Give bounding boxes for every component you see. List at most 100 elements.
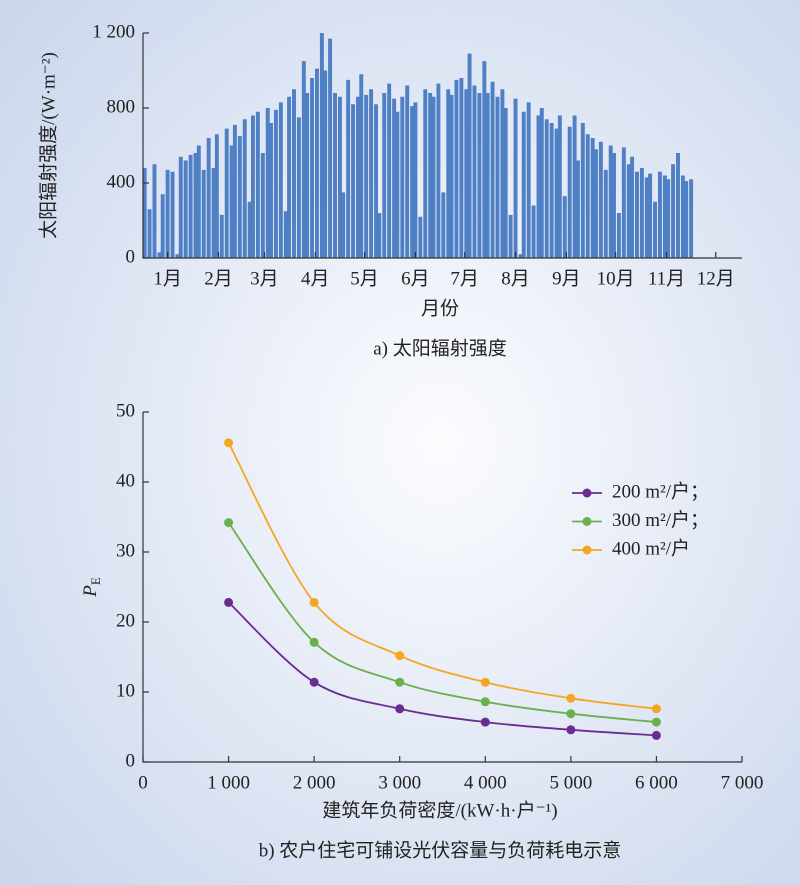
bar <box>521 111 526 258</box>
x-tick-label: 10月 <box>597 268 635 289</box>
x-tick-label: 12月 <box>697 268 735 289</box>
bar <box>684 181 689 258</box>
bar <box>598 141 603 258</box>
x-tick-label: 6月 <box>401 268 430 289</box>
bar <box>287 96 292 258</box>
series-line <box>227 522 657 723</box>
bar <box>333 93 337 258</box>
bar <box>237 136 242 258</box>
bar <box>449 94 454 258</box>
bar <box>157 252 162 258</box>
y-tick-label: 30 <box>116 540 135 561</box>
y-tick-label: 0 <box>126 750 136 771</box>
bar <box>680 175 685 258</box>
point <box>651 717 661 727</box>
bar <box>382 93 387 258</box>
x-tick-label: 4月 <box>301 268 330 289</box>
bar <box>644 177 649 258</box>
point <box>224 518 234 528</box>
bar <box>392 98 397 258</box>
bar <box>572 115 577 258</box>
bar <box>188 154 193 258</box>
bar <box>364 94 369 258</box>
bar <box>590 138 595 258</box>
x-tick-label: 5 000 <box>549 772 592 793</box>
x-axis-label: 月份 <box>421 297 459 319</box>
bar <box>341 192 346 258</box>
bar <box>518 254 523 258</box>
bar <box>229 145 234 258</box>
bar <box>374 104 378 258</box>
point <box>309 637 319 647</box>
bar <box>283 211 288 258</box>
y-axis-label: 太阳辐射强度/(W·m⁻²) <box>37 52 59 239</box>
bar <box>314 68 319 258</box>
bar <box>369 89 374 258</box>
x-axis-label: 建筑年负荷密度/(kW·h·户⁻¹) <box>322 799 557 821</box>
bar <box>689 179 694 258</box>
bar <box>662 175 667 258</box>
bar <box>575 160 580 258</box>
bar <box>616 213 621 258</box>
y-tick-label: 1 200 <box>92 21 135 42</box>
bar <box>603 169 608 258</box>
x-tick-label: 1月 <box>153 268 182 289</box>
bar <box>431 96 436 258</box>
bar <box>500 89 505 258</box>
bar <box>292 89 296 258</box>
y-axis-label-main: P <box>80 585 101 598</box>
bar <box>250 115 255 258</box>
point <box>566 693 576 703</box>
caption: a) 太阳辐射强度 <box>373 337 507 359</box>
x-tick-label: 0 <box>138 772 148 793</box>
bar <box>626 164 631 258</box>
bar <box>635 171 639 258</box>
x-tick-label: 1 000 <box>207 772 250 793</box>
point <box>651 704 661 714</box>
bar <box>580 123 585 258</box>
bar <box>648 173 653 258</box>
x-tick-label: 4 000 <box>464 772 507 793</box>
bar <box>536 115 541 258</box>
x-tick-label: 5月 <box>350 268 379 289</box>
point <box>395 704 405 714</box>
bar <box>170 171 175 258</box>
point <box>309 677 319 687</box>
bar <box>193 153 198 258</box>
bar <box>142 168 147 258</box>
bar <box>490 81 495 258</box>
bar <box>503 108 508 258</box>
point <box>480 717 490 727</box>
bar <box>323 70 328 258</box>
bar <box>464 89 469 258</box>
bar <box>428 93 433 258</box>
bar <box>482 61 487 258</box>
bar <box>567 126 572 258</box>
legend-label: 200 m²/户； <box>612 480 709 502</box>
bar <box>351 104 356 258</box>
bar <box>557 115 562 258</box>
caption: b) 农户住宅可铺设光伏容量与负荷耗电示意 <box>259 839 622 861</box>
x-tick-label: 7 000 <box>721 772 764 793</box>
bar <box>477 93 482 258</box>
bar <box>165 169 170 258</box>
point <box>224 438 234 448</box>
bar <box>413 102 418 258</box>
bar <box>526 102 531 258</box>
bar <box>359 74 364 258</box>
x-tick-label: 8月 <box>501 268 530 289</box>
y-tick-label: 40 <box>116 470 135 491</box>
bar <box>247 201 252 258</box>
bar <box>554 128 559 258</box>
bar <box>310 78 314 258</box>
bar <box>206 138 211 258</box>
bar <box>467 53 472 258</box>
y-axis-label-sub: E <box>88 577 103 585</box>
bar <box>593 149 598 258</box>
bar <box>436 83 441 258</box>
bar <box>377 213 382 258</box>
y-tick-label: 400 <box>107 171 136 192</box>
x-tick-label: 9月 <box>552 268 581 289</box>
point <box>566 725 576 735</box>
